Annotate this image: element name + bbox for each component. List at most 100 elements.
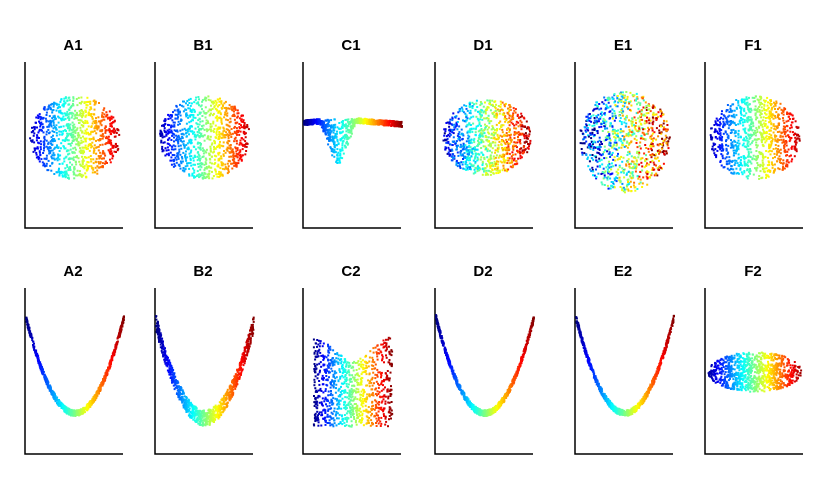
scatter-point (177, 156, 180, 159)
scatter-point (228, 125, 231, 128)
scatter-point (342, 136, 345, 139)
scatter-point (626, 184, 628, 187)
scatter-point (73, 117, 76, 120)
scatter-point (469, 156, 472, 159)
scatter-point (239, 130, 242, 133)
scatter-point (493, 111, 496, 114)
scatter-point (84, 111, 87, 114)
scatter-point (218, 110, 220, 113)
scatter-point (481, 132, 484, 135)
scatter-point (651, 123, 654, 126)
scatter-point (378, 123, 381, 126)
scatter-point (638, 115, 641, 118)
scatter-point (739, 159, 742, 162)
scatter-point (41, 117, 44, 120)
scatter-point (220, 163, 223, 166)
scatter-point (218, 143, 221, 146)
scatter-point (164, 118, 167, 121)
scatter-point (443, 132, 446, 135)
scatter-point (48, 120, 50, 123)
scatter-point (374, 120, 377, 123)
scatter-point (86, 161, 89, 163)
scatter-point (349, 126, 352, 129)
scatter-point (189, 97, 192, 100)
scatter-point (798, 138, 801, 141)
scatter-point (225, 148, 228, 151)
scatter-point (721, 143, 724, 146)
scatter-point (496, 133, 499, 136)
scatter-point (67, 158, 70, 161)
scatter-point (187, 162, 190, 165)
scatter-point (628, 182, 631, 184)
scatter-point (456, 128, 459, 131)
scatter-point (78, 160, 81, 163)
scatter-point (477, 139, 479, 142)
scatter-point (198, 111, 201, 114)
scatter-point (644, 120, 647, 122)
scatter-point (190, 164, 193, 167)
scatter-point (494, 144, 497, 147)
scatter-point (218, 133, 221, 136)
scatter-point (66, 138, 69, 141)
scatter-point (177, 123, 180, 126)
scatter-point (502, 112, 505, 115)
scatter-point (613, 156, 616, 159)
scatter-point (233, 126, 236, 129)
scatter-point (618, 164, 621, 167)
scatter-point (517, 151, 519, 154)
scatter-point (322, 123, 325, 126)
scatter-point (473, 149, 476, 152)
scatter-point (452, 136, 455, 139)
scatter-point (226, 142, 229, 145)
scatter-point (86, 96, 89, 99)
scatter-point (763, 124, 766, 127)
scatter-point (111, 157, 114, 160)
scatter-point (451, 140, 454, 143)
scatter-point (486, 148, 489, 151)
scatter-point (795, 150, 798, 153)
scatter-point (459, 153, 462, 156)
scatter-point (651, 153, 654, 156)
scatter-point (465, 165, 468, 168)
scatter-point (54, 117, 57, 120)
scatter-point (630, 190, 633, 193)
scatter-point (173, 129, 176, 132)
scatter-point (485, 117, 488, 120)
scatter-point (320, 126, 323, 129)
scatter-point (467, 165, 470, 168)
scatter-point (105, 137, 107, 140)
scatter-point (516, 113, 519, 116)
scatter-point (172, 144, 175, 147)
scatter-point (783, 122, 786, 124)
scatter-point (341, 144, 344, 147)
scatter-point (756, 110, 759, 113)
scatter-point (609, 125, 611, 128)
scatter-point (624, 94, 626, 97)
scatter-point (453, 123, 456, 126)
scatter-point (618, 139, 621, 142)
scatter-point (728, 156, 731, 159)
scatter-point (167, 152, 170, 155)
scatter-point (734, 152, 737, 155)
scatter-point (490, 157, 493, 160)
scatter-point (459, 139, 461, 142)
scatter-point (598, 143, 601, 146)
scatter-point (608, 132, 611, 135)
scatter-point (479, 101, 482, 103)
scatter-point (618, 98, 620, 101)
scatter-point (608, 117, 611, 120)
scatter-point (220, 144, 223, 147)
scatter-point (203, 98, 206, 101)
scatter-point (631, 167, 634, 170)
scatter-point (86, 165, 89, 168)
panel-e1: E1 (574, 37, 673, 229)
scatter-point (488, 132, 490, 135)
scatter-point (635, 129, 638, 132)
scatter-point (659, 108, 662, 111)
scatter-point (80, 100, 83, 103)
scatter-point (80, 141, 83, 144)
scatter-point (205, 167, 208, 170)
scatter-point (493, 160, 496, 163)
scatter-point (484, 126, 487, 128)
scatter-point (209, 145, 212, 148)
